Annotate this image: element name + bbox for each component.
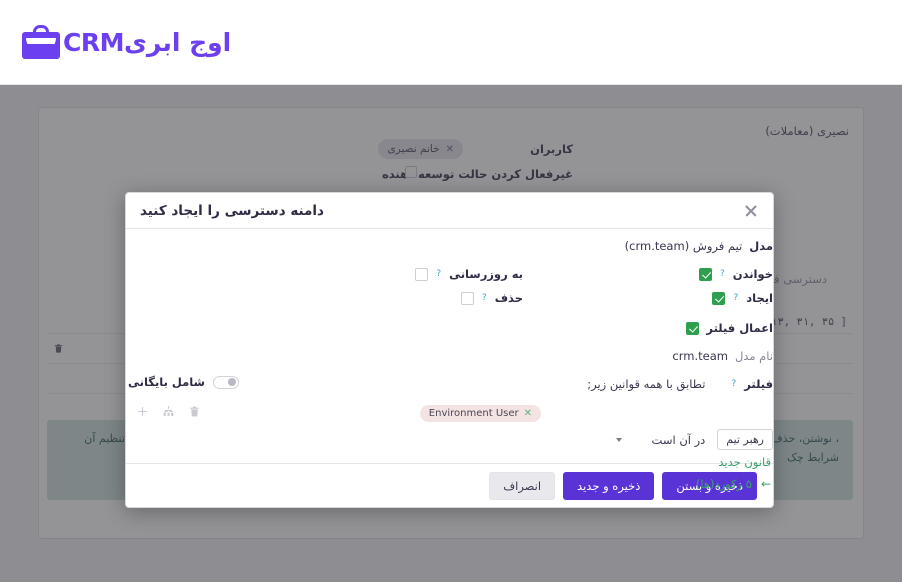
field-delete-help-icon[interactable]: ? — [481, 293, 487, 303]
create-access-domain-dialog: دامنه دسترسی را ایجاد کنید مدل تیم فروش … — [125, 192, 774, 508]
chip-remove-icon[interactable]: ✕ — [523, 408, 532, 419]
briefcase-icon — [22, 25, 60, 59]
field-filter-value: تطابق با همه قوانین زیر; — [587, 377, 706, 391]
trash-icon[interactable] — [188, 405, 201, 418]
chevron-down-icon[interactable] — [615, 437, 622, 442]
field-include-archived[interactable]: شامل بایگانی — [128, 375, 239, 389]
dialog-footer: ذخیره و بستن ذخیره و جدید انصراف — [126, 463, 773, 507]
include-archived-label: شامل بایگانی — [128, 375, 205, 389]
field-read-help-icon[interactable]: ? — [720, 269, 725, 279]
field-create-label: ایجاد — [746, 291, 773, 305]
records-count-label[interactable]: ۵ رکورد(ها) — [695, 477, 752, 491]
field-create[interactable]: ایجاد ? — [712, 291, 773, 305]
save-close-button[interactable]: ذخیره و بستن — [662, 471, 757, 500]
field-apply-filter[interactable]: اعمال فیلتر — [686, 321, 773, 335]
field-filter-label: فیلتر — [744, 377, 773, 391]
include-archived-toggle[interactable] — [212, 375, 239, 389]
environment-user-chip[interactable]: ✕ Environment User — [419, 405, 541, 422]
field-create-checkbox[interactable] — [712, 291, 726, 305]
field-model-label: مدل — [749, 239, 773, 253]
dialog-body: مدل تیم فروش (crm.team) خواندن ? ایجاد ?… — [126, 229, 773, 491]
field-create-help-icon[interactable]: ? — [733, 293, 739, 303]
plus-icon[interactable] — [136, 405, 149, 418]
field-update-help-icon[interactable]: ? — [436, 269, 442, 279]
rule-row: رهبر تیم در آن است — [615, 429, 773, 450]
rule-operator-value: در آن است — [651, 432, 706, 447]
arrow-left-icon[interactable]: ← — [760, 477, 771, 491]
app-header: اوج ابریCRM — [0, 0, 902, 85]
field-read-label: خواندن — [732, 267, 773, 281]
chip-label: Environment User — [428, 408, 519, 419]
field-update-checkbox[interactable] — [415, 267, 429, 281]
field-filter: فیلتر ? تطابق با همه قوانین زیر; — [587, 377, 773, 391]
field-apply-filter-label: اعمال فیلتر — [706, 321, 773, 335]
rule-value-chip[interactable]: ✕ Environment User — [419, 405, 541, 422]
field-read-checkbox[interactable] — [699, 267, 712, 281]
field-model-name: نام مدل crm.team — [672, 349, 773, 363]
field-model-name-label: نام مدل — [734, 349, 773, 363]
field-read[interactable]: خواندن ? — [699, 267, 773, 281]
field-update[interactable]: به روزرسانی ? — [415, 267, 523, 281]
rule-field-input[interactable]: رهبر تیم — [717, 429, 773, 450]
rule-operator-select[interactable]: در آن است — [615, 432, 706, 447]
records-link[interactable]: ← ۵ رکورد(ها) — [696, 477, 771, 491]
cancel-button[interactable]: انصراف — [489, 471, 556, 500]
field-filter-help-icon[interactable]: ? — [731, 379, 737, 389]
new-rule-label[interactable]: قانون جدید — [718, 455, 771, 469]
field-delete[interactable]: حذف ? — [460, 291, 523, 305]
brand-logo[interactable]: اوج ابریCRM — [22, 25, 232, 59]
field-delete-checkbox[interactable] — [460, 291, 474, 305]
rule-actions — [136, 405, 201, 418]
dialog-title: دامنه دسترسی را ایجاد کنید — [140, 202, 324, 219]
field-delete-label: حذف — [494, 291, 523, 305]
field-model-name-value: crm.team — [672, 349, 728, 363]
field-apply-filter-checkbox[interactable] — [686, 321, 700, 335]
brand-logo-text: اوج ابریCRM — [63, 27, 232, 57]
branch-icon[interactable] — [162, 405, 175, 418]
field-model-value: تیم فروش (crm.team) — [624, 239, 743, 253]
dialog-header: دامنه دسترسی را ایجاد کنید — [126, 193, 773, 229]
field-model: مدل تیم فروش (crm.team) — [625, 239, 773, 253]
close-icon[interactable] — [743, 203, 759, 219]
save-new-button[interactable]: ذخیره و جدید — [563, 471, 655, 500]
field-update-label: به روزرسانی — [449, 267, 523, 281]
new-rule-link[interactable]: قانون جدید — [718, 455, 771, 469]
